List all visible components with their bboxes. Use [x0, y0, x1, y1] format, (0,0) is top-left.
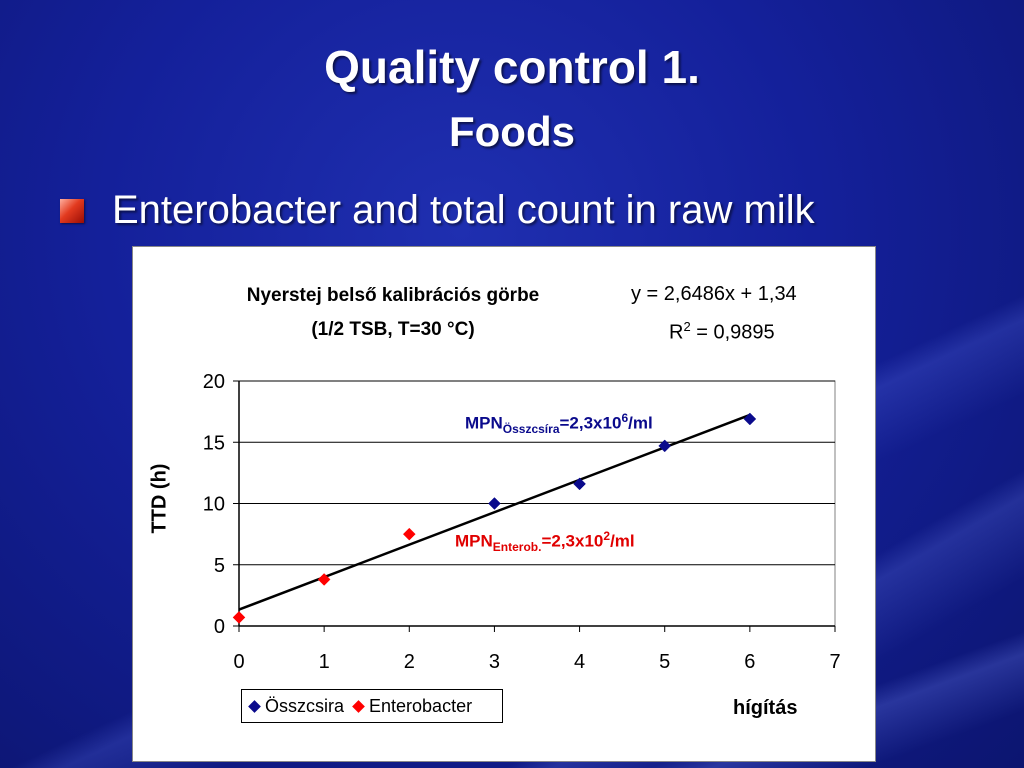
point-osszcsira: [743, 412, 757, 426]
legend-item-enterobacter: Enterobacter: [352, 695, 473, 717]
x-tick-label: 3: [489, 651, 500, 673]
anno-entero-tail: /ml: [610, 531, 635, 551]
x-tick-label: 0: [233, 651, 244, 673]
point-enterobacter: [232, 611, 246, 624]
point-osszcsira: [488, 497, 501, 510]
point-osszcsira: [658, 439, 672, 453]
diamond-marker-icon: [352, 699, 365, 713]
y-tick-label: 15: [203, 432, 225, 454]
trendline: [238, 413, 751, 611]
y-axis-label: TTD (h): [148, 463, 171, 534]
x-tick-label: 4: [574, 651, 585, 673]
r2-value: = 0,9895: [690, 321, 775, 344]
x-tick-label: 1: [319, 651, 330, 673]
trendline-equation: y = 2,6486x + 1,34: [631, 283, 797, 305]
anno-entero-sup: 2: [603, 529, 611, 543]
anno-ossz-tail: /ml: [628, 413, 653, 433]
x-tick-label: 6: [744, 651, 755, 673]
legend-label-osszcsira: Összcsira: [265, 695, 345, 716]
y-tick-label: 0: [214, 616, 225, 638]
legend: Összcsira Enterobacter: [241, 689, 503, 723]
chart-container: 0 5 10 15 20 0 1 2 3 4 5 6 7 Nyerstej belső kalibrác…: [132, 246, 876, 762]
anno-entero-mid: =2,3x10: [541, 531, 604, 551]
point-enterobacter: [402, 527, 416, 541]
point-osszcsira: [573, 477, 586, 491]
x-tick-label: 2: [404, 651, 415, 673]
x-axis-label: hígítás: [733, 697, 798, 719]
chart-title-line2: (1/2 TSB, T=30 °C): [311, 319, 475, 340]
anno-ossz-mid: =2,3x10: [559, 413, 622, 433]
bullet-square-icon: [60, 198, 84, 223]
anno-entero-main: MPN: [455, 531, 493, 551]
anno-ossz-sup: 6: [621, 411, 629, 425]
slide-subtitle: Foods: [449, 108, 575, 155]
y-tick-label: 5: [214, 555, 225, 577]
anno-ossz-main: MPN: [465, 413, 503, 433]
legend-label-enterobacter: Enterobacter: [369, 695, 473, 716]
anno-ossz-sub: Összcsíra: [502, 422, 560, 437]
annotation-enterobacter: MPNEnterob.=2,3x102/ml: [455, 529, 635, 554]
r-squared: R2 = 0,9895: [669, 319, 775, 345]
y-tick-label: 10: [203, 494, 225, 516]
diamond-marker-icon: [248, 699, 261, 713]
r2-sup: 2: [683, 319, 691, 334]
annotation-osszcsira: MPNÖsszcsíra=2,3x106/ml: [465, 411, 653, 436]
point-enterobacter: [317, 573, 331, 586]
y-tick-label: 20: [203, 371, 225, 393]
chart-plot: 0 5 10 15 20 0 1 2 3 4 5 6 7: [203, 371, 841, 673]
x-tick-label: 7: [829, 651, 840, 673]
bullet-text: Enterobacter and total count in raw milk: [112, 188, 815, 232]
slide-title: Quality control 1.: [324, 41, 700, 93]
r2-prefix: R: [669, 321, 684, 344]
anno-entero-sub: Enterob.: [492, 540, 542, 555]
chart-title-line1: Nyerstej belső kalibrációs görbe: [246, 285, 540, 306]
legend-item-osszcsira: Összcsira: [248, 695, 345, 717]
bullet-row: Enterobacter and total count in raw milk: [60, 188, 815, 233]
x-tick-label: 5: [659, 651, 670, 673]
